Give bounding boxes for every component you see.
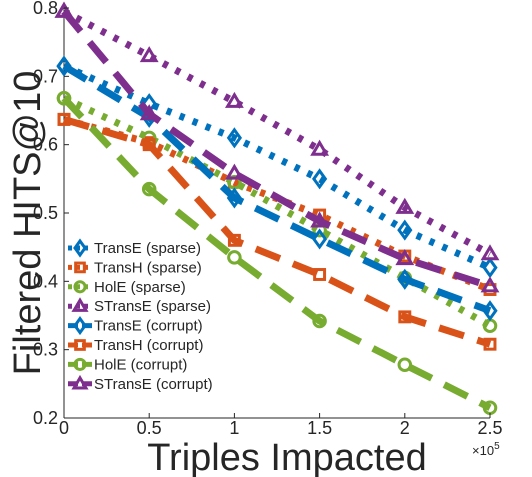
y-tick-label: 0.7 [33,66,58,86]
legend: TransE (sparse) TransH (sparse) HolE (spar… [68,238,213,393]
x-axis-ticks: 0 0.5 1 1.5 2 2.5 [59,413,503,438]
x-tick-label: 1.5 [307,418,332,438]
data-point [395,249,415,266]
x-tick-label: 2.5 [477,418,502,438]
series-line [61,95,492,411]
x-axis-exponent-base: ×10 [472,443,494,458]
series-stranse-corrupt [54,1,500,293]
series-line [62,8,492,258]
data-point [311,228,328,250]
legend-entry: STransE (sparse) [68,297,211,315]
data-point [227,233,241,247]
legend-label: TransE (corrupt) [94,318,203,335]
legend-entry: TransE (corrupt) [68,316,203,336]
x-axis-exponent-power: 5 [494,441,500,452]
data-point [226,187,243,209]
data-point [311,168,328,190]
data-point [397,219,413,241]
legend-label: HolE (sparse) [94,279,186,296]
legend-label: STransE (corrupt) [94,376,213,393]
y-tick-label: 0.2 [33,408,58,428]
legend-marker [71,297,89,312]
legend-entry: STransE (corrupt) [68,374,213,393]
data-point [312,313,327,329]
legend-entry: TransH (corrupt) [68,337,203,354]
legend-marker [74,261,86,274]
series-line [61,9,492,290]
data-point [482,300,498,322]
series-line [62,63,492,315]
x-tick-label: 2 [400,418,410,438]
series-line [62,62,492,271]
legend-marker [73,238,87,258]
data-point [313,268,327,281]
data-point [57,112,71,126]
legend-entry: TransH (sparse) [68,259,202,276]
x-axis-title: Triples Impacted [147,437,426,477]
data-point [480,244,500,261]
data-point [482,257,498,279]
data-point [398,310,412,324]
legend-marker [71,374,89,390]
x-tick-label: 0.5 [137,418,162,438]
legend-label: TransE (sparse) [94,240,201,257]
legend-marker [74,339,86,351]
legend-entry: TransE (sparse) [68,238,201,258]
data-point [310,211,330,228]
data-point [483,337,497,351]
legend-label: HolE (corrupt) [94,356,187,373]
legend-entry: HolE (sparse) [68,279,186,296]
legend-label: STransE (sparse) [94,298,211,315]
data-point [226,127,243,149]
legend-marker [73,316,87,336]
data-point [141,181,157,197]
y-tick-label: 0.3 [33,340,58,360]
y-axis-ticks: 0.2 0.3 0.4 0.5 0.6 0.7 0.8 [33,0,69,428]
data-point [397,357,413,372]
data-point [310,139,330,156]
x-axis-exponent: ×105 [472,441,500,458]
data-point [224,91,244,108]
y-tick-label: 0.6 [33,135,58,155]
data-point [139,104,159,121]
data-point [227,250,242,265]
data-point [54,1,74,18]
data-point [224,163,244,180]
series-transh-corrupt [57,112,497,351]
y-tick-label: 0.4 [33,271,58,291]
data-point [56,55,72,77]
data-point [142,138,156,152]
data-point [480,276,500,293]
x-tick-label: 1 [229,418,239,438]
data-point [139,46,159,63]
series-line [62,95,492,329]
legend-marker [73,357,87,371]
series-line [63,116,492,348]
data-point [56,90,72,106]
legend-label: TransH (sparse) [94,259,202,276]
y-tick-label: 0.5 [33,203,58,223]
y-axis-title: Filtered HITS@10 [7,71,49,376]
data-point [395,197,415,214]
series-group [54,1,500,416]
x-tick-label: 0 [59,418,69,438]
legend-entry: HolE (corrupt) [68,356,187,373]
y-tick-label: 0.8 [33,0,58,18]
legend-label: TransH (corrupt) [94,337,203,354]
legend-marker [73,280,87,294]
data-point [397,268,413,290]
